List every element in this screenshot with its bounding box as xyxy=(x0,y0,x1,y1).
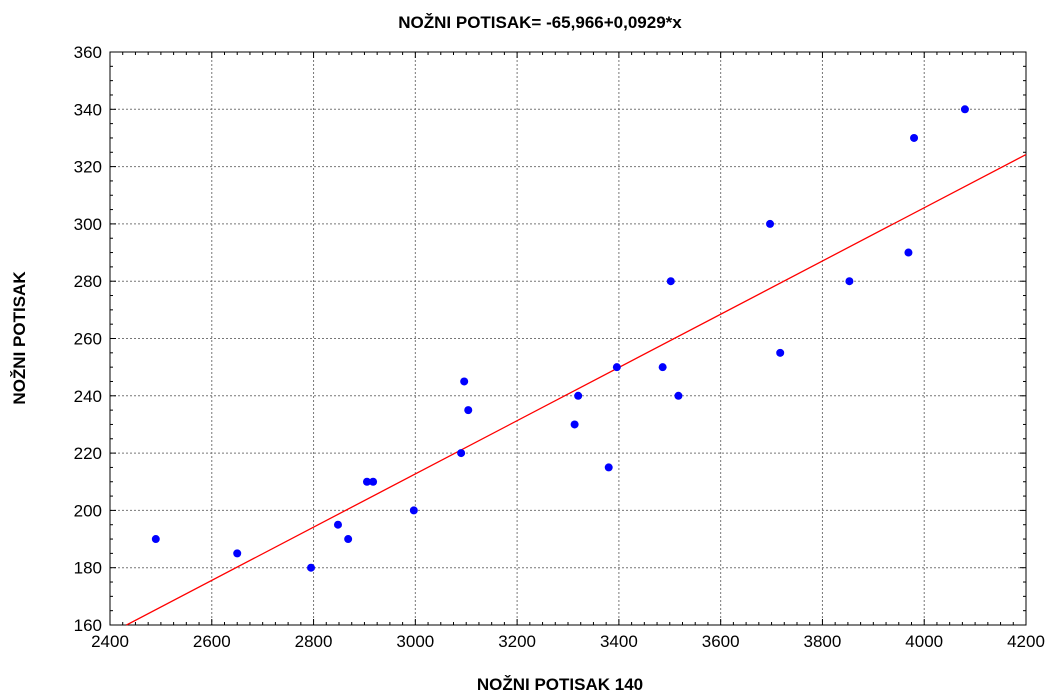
x-tick-label: 4200 xyxy=(1007,632,1045,651)
data-point xyxy=(460,377,469,386)
y-tick-label: 260 xyxy=(74,330,102,349)
data-point xyxy=(604,463,613,472)
chart-title: NOŽNI POTISAK= -65,966+0,0929*x xyxy=(398,13,682,32)
regression-line xyxy=(126,153,1027,626)
data-point xyxy=(666,277,675,286)
x-tick-label: 2400 xyxy=(91,632,129,651)
y-axis-label: NOŽNI POTISAK xyxy=(10,271,29,405)
data-point xyxy=(960,105,969,114)
data-point xyxy=(233,549,242,558)
grid-lines xyxy=(110,52,1026,625)
y-tick-label: 220 xyxy=(74,444,102,463)
x-tick-label: 3000 xyxy=(396,632,434,651)
data-point xyxy=(766,219,775,228)
data-point xyxy=(344,535,353,544)
data-point xyxy=(333,520,342,529)
data-point xyxy=(574,391,583,400)
y-tick-label: 240 xyxy=(74,387,102,406)
data-point xyxy=(570,420,579,429)
y-tick-label: 280 xyxy=(74,272,102,291)
data-point xyxy=(362,477,371,486)
x-tick-label: 2600 xyxy=(193,632,231,651)
y-tick-label: 360 xyxy=(74,43,102,62)
data-point xyxy=(307,563,316,572)
y-tick-label: 180 xyxy=(74,559,102,578)
y-tick-label: 300 xyxy=(74,215,102,234)
y-tick-label: 340 xyxy=(74,100,102,119)
data-point xyxy=(776,348,785,357)
x-tick-label: 3200 xyxy=(498,632,536,651)
x-tick-labels: 2400 2600 2800 3000 3200 3400 3600 3800 4000 4200 xyxy=(91,632,1045,651)
data-point xyxy=(845,277,854,286)
data-point xyxy=(464,406,473,415)
y-tick-label: 200 xyxy=(74,501,102,520)
x-axis-label: NOŽNI POTISAK 140 xyxy=(477,675,643,694)
data-point xyxy=(910,133,919,142)
x-tick-label: 4000 xyxy=(905,632,943,651)
y-tick-labels: 160 180 200 220 240 260 280 300 320 340 360 xyxy=(74,43,102,635)
x-tick-label: 3600 xyxy=(702,632,740,651)
data-point xyxy=(658,363,667,372)
data-point xyxy=(904,248,913,257)
x-tick-label: 3400 xyxy=(600,632,638,651)
data-point xyxy=(151,535,160,544)
data-point xyxy=(674,391,683,400)
data-points xyxy=(151,105,969,572)
data-point xyxy=(409,506,418,515)
data-point xyxy=(457,449,466,458)
x-tick-label: 3800 xyxy=(804,632,842,651)
x-tick-label: 2800 xyxy=(295,632,333,651)
y-tick-label: 160 xyxy=(74,616,102,635)
data-point xyxy=(612,363,621,372)
y-tick-label: 320 xyxy=(74,158,102,177)
regression-line-group xyxy=(126,153,1027,626)
axis-ticks xyxy=(109,51,1027,626)
data-point xyxy=(369,477,378,486)
